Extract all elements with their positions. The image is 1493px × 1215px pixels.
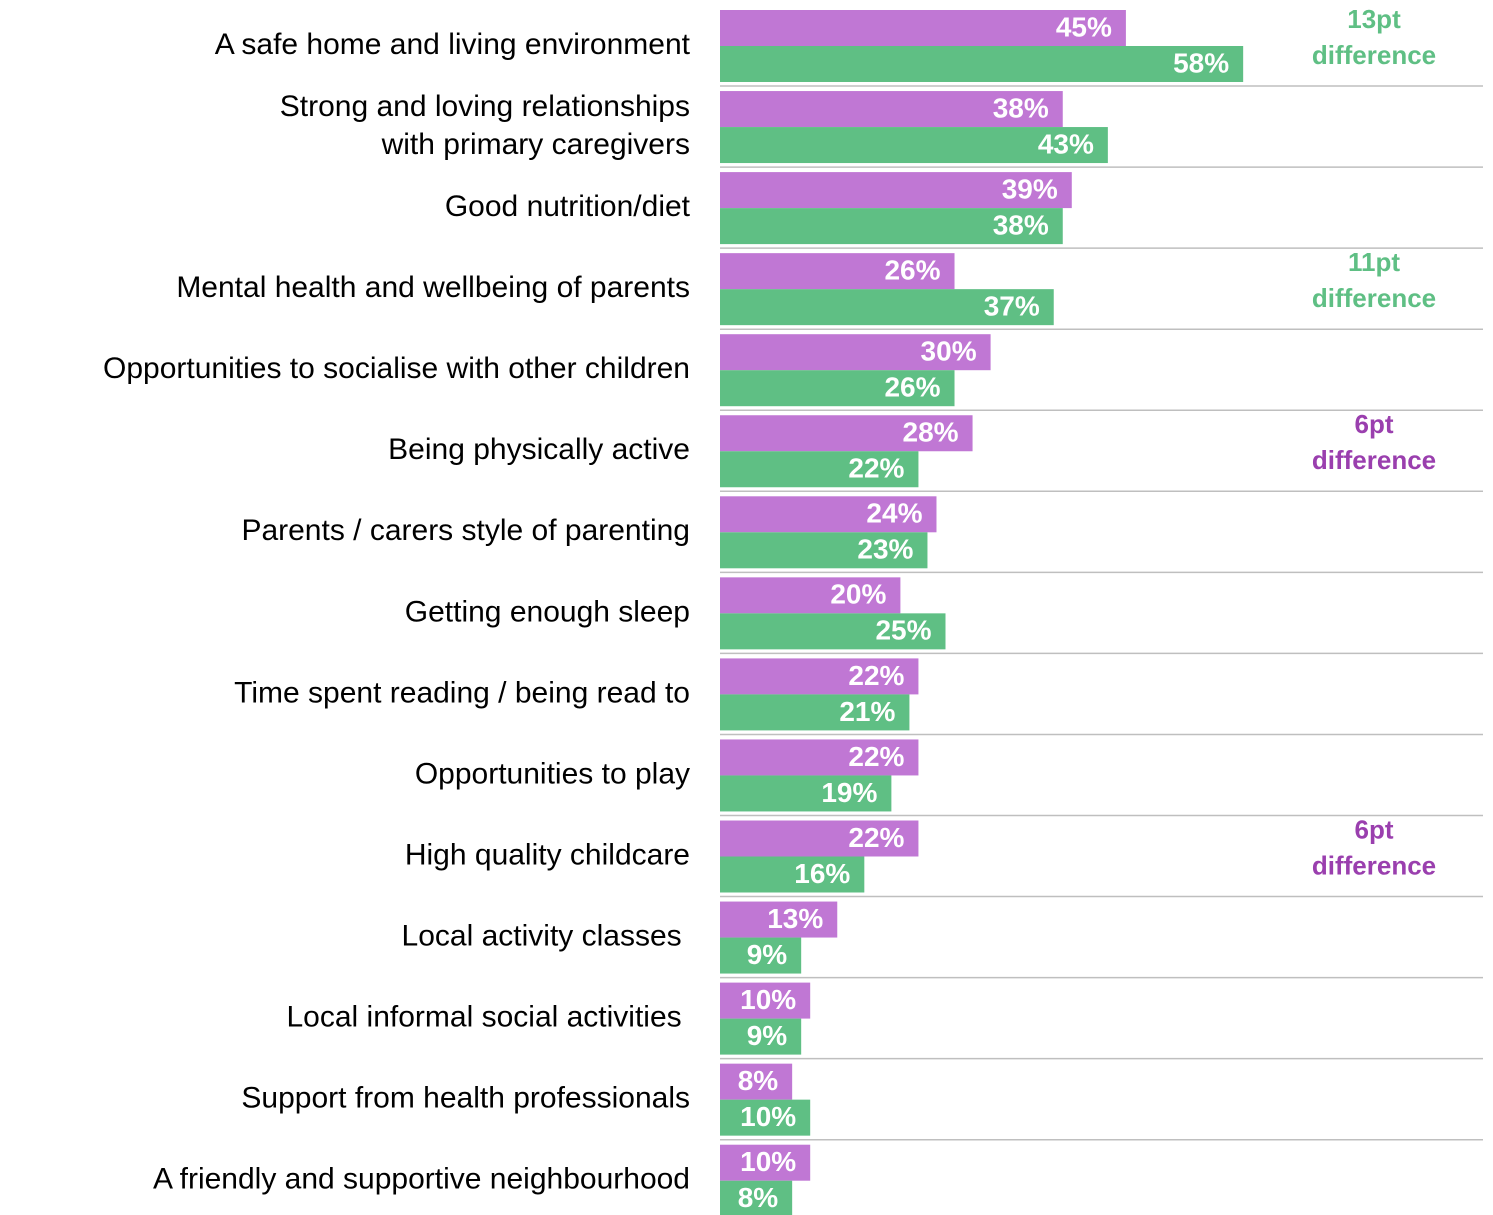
value-label: 9% xyxy=(747,1020,788,1051)
bar xyxy=(720,172,1072,209)
bar xyxy=(720,901,838,938)
bar xyxy=(720,289,1054,326)
annotation: 6pt xyxy=(1355,409,1394,439)
value-label: 19% xyxy=(821,777,877,808)
bar xyxy=(720,1144,811,1181)
bar xyxy=(720,739,919,776)
value-label: 23% xyxy=(857,534,913,565)
annotation: 6pt xyxy=(1355,814,1394,844)
value-label: 10% xyxy=(740,1146,796,1177)
annotation: difference xyxy=(1312,283,1436,313)
value-label: 9% xyxy=(747,939,788,970)
value-label: 22% xyxy=(848,741,904,772)
value-label: 43% xyxy=(1038,128,1094,159)
bar xyxy=(720,658,919,695)
value-label: 39% xyxy=(1002,173,1058,204)
category-label-line: Strong and loving relationships xyxy=(280,90,690,123)
bar xyxy=(720,91,1063,128)
value-label: 21% xyxy=(839,696,895,727)
category-label: Opportunities to play xyxy=(415,757,690,790)
category-label: Support from health professionals xyxy=(241,1082,690,1115)
category-label: Strong and loving relationships with prim… xyxy=(280,90,690,161)
bar xyxy=(720,856,865,893)
bar xyxy=(720,127,1108,164)
value-label: 10% xyxy=(740,1101,796,1132)
value-label: 45% xyxy=(1056,11,1112,42)
bar xyxy=(720,577,901,614)
category-label: Getting enough sleep xyxy=(405,595,690,628)
category-label: High quality childcare xyxy=(405,838,690,871)
bar xyxy=(720,334,991,371)
value-label: 22% xyxy=(848,660,904,691)
bar xyxy=(720,370,955,407)
bar xyxy=(720,820,919,857)
bar xyxy=(720,208,1063,245)
category-label: Time spent reading / being read to xyxy=(234,676,690,709)
bar xyxy=(720,532,928,569)
value-label: 26% xyxy=(884,372,940,403)
value-label: 8% xyxy=(738,1182,779,1213)
bar xyxy=(720,46,1244,82)
value-label: 30% xyxy=(921,336,977,367)
annotation: difference xyxy=(1312,445,1436,475)
category-label: Good nutrition/diet xyxy=(445,190,691,223)
value-label: 28% xyxy=(903,417,959,448)
value-label: 26% xyxy=(884,255,940,286)
bar xyxy=(720,496,937,533)
category-label: A friendly and supportive neighbourhood xyxy=(153,1163,690,1196)
value-label: 22% xyxy=(848,453,904,484)
bar xyxy=(720,253,955,290)
value-label: 58% xyxy=(1173,47,1229,78)
category-label: Opportunities to socialise with other ch… xyxy=(103,352,690,385)
bar xyxy=(720,1063,793,1100)
bar xyxy=(720,10,1126,46)
category-label: Mental health and wellbeing of parents xyxy=(176,271,690,304)
value-label: 25% xyxy=(875,615,931,646)
value-label: 37% xyxy=(984,291,1040,322)
value-label: 16% xyxy=(794,858,850,889)
value-label: 24% xyxy=(866,498,922,529)
category-label-line: with primary caregivers xyxy=(381,128,690,161)
category-label: Being physically active xyxy=(388,433,690,466)
value-label: 8% xyxy=(738,1065,779,1096)
annotation: difference xyxy=(1312,40,1436,70)
bar xyxy=(720,451,919,488)
bar xyxy=(720,775,892,812)
bar xyxy=(720,1018,802,1055)
annotation: 13pt xyxy=(1347,4,1401,34)
value-label: 20% xyxy=(830,579,886,610)
bar xyxy=(720,982,811,1019)
annotation: difference xyxy=(1312,850,1436,880)
annotation: 11pt xyxy=(1348,247,1400,277)
value-label: 22% xyxy=(848,822,904,853)
category-label: A safe home and living environment xyxy=(215,28,691,61)
category-label: Local informal social activities xyxy=(287,1001,691,1034)
value-label: 38% xyxy=(993,209,1049,240)
value-label: 10% xyxy=(740,984,796,1015)
bar xyxy=(720,1180,793,1215)
bar xyxy=(720,937,802,974)
bar xyxy=(720,694,910,731)
bar xyxy=(720,415,973,452)
value-label: 38% xyxy=(993,92,1049,123)
value-label: 13% xyxy=(767,903,823,934)
category-label: Parents / carers style of parenting xyxy=(241,514,690,547)
bar xyxy=(720,613,946,650)
category-label: Local activity classes xyxy=(402,919,690,952)
bar xyxy=(720,1099,811,1136)
